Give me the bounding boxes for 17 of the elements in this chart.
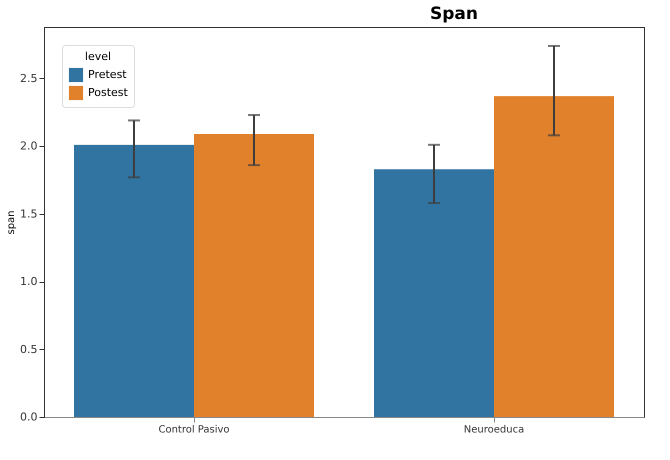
bar [494, 96, 614, 417]
y-tick-label: 2.0 [20, 140, 38, 153]
chart-title: Span [430, 4, 478, 24]
y-tick-label: 0.5 [20, 342, 38, 356]
legend-title: level [84, 50, 112, 63]
x-tick-label: Control Pasivo [158, 424, 230, 436]
y-tick-label: 2.5 [20, 72, 38, 85]
y-tick-label: 1.0 [20, 275, 38, 288]
y-tick-label: 0.0 [20, 410, 38, 424]
y-tick-label: 1.5 [20, 207, 38, 220]
y-axis-title: span [6, 210, 18, 235]
legend-label: Postest [88, 86, 129, 99]
bar [194, 134, 314, 417]
bar [74, 144, 194, 417]
bar [374, 169, 494, 417]
x-tick-label: Neuroeduca [464, 424, 524, 436]
legend-label: Pretest [88, 68, 128, 81]
